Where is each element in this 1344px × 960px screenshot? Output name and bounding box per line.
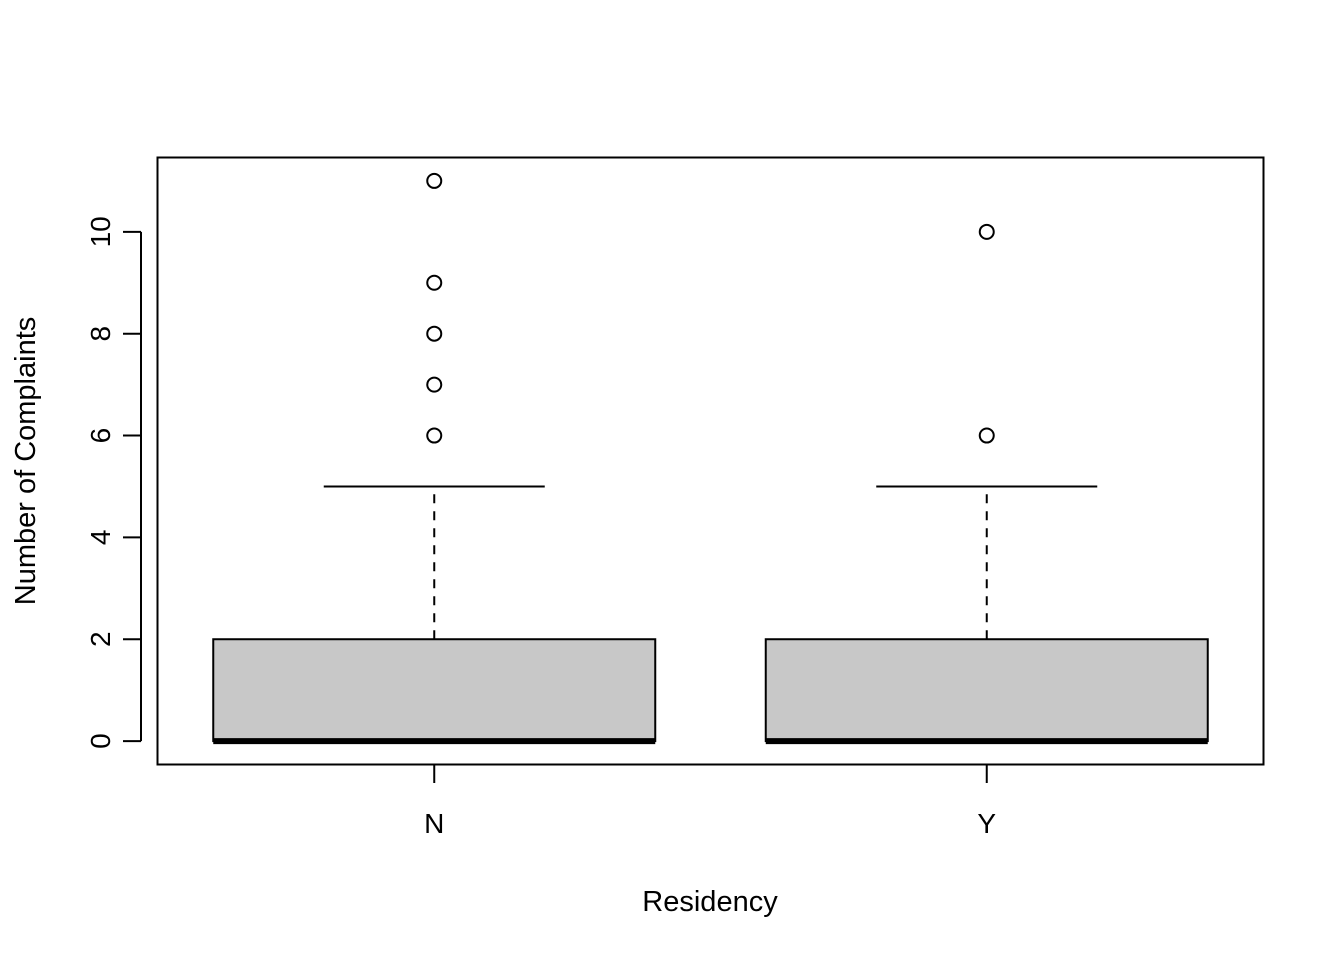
y-tick-label: 2: [85, 631, 116, 647]
outlier-point: [978, 427, 995, 444]
box-iqr: [764, 638, 1209, 743]
y-axis-label: Number of Complaints: [10, 317, 42, 606]
boxes: [212, 172, 1209, 745]
box-iqr: [212, 638, 657, 743]
x-axis-label: Residency: [642, 886, 778, 918]
y-tick-label: 4: [85, 530, 116, 546]
outlier-point: [426, 172, 443, 189]
outlier-point: [978, 223, 995, 240]
y-tick-label: 10: [85, 216, 116, 247]
plot-frame: [156, 156, 1265, 766]
outlier-point: [426, 427, 443, 444]
y-tick-label: 0: [85, 733, 116, 749]
y-tick-label: 6: [85, 428, 116, 444]
outlier-point: [426, 376, 443, 393]
y-tick-label: 8: [85, 326, 116, 342]
x-tick-label: Y: [977, 808, 996, 839]
y-axis: 0 2 4 6 8 10: [85, 216, 142, 749]
outlier-point: [426, 325, 443, 342]
x-tick-label: N: [424, 808, 444, 839]
outlier-point: [426, 274, 443, 291]
